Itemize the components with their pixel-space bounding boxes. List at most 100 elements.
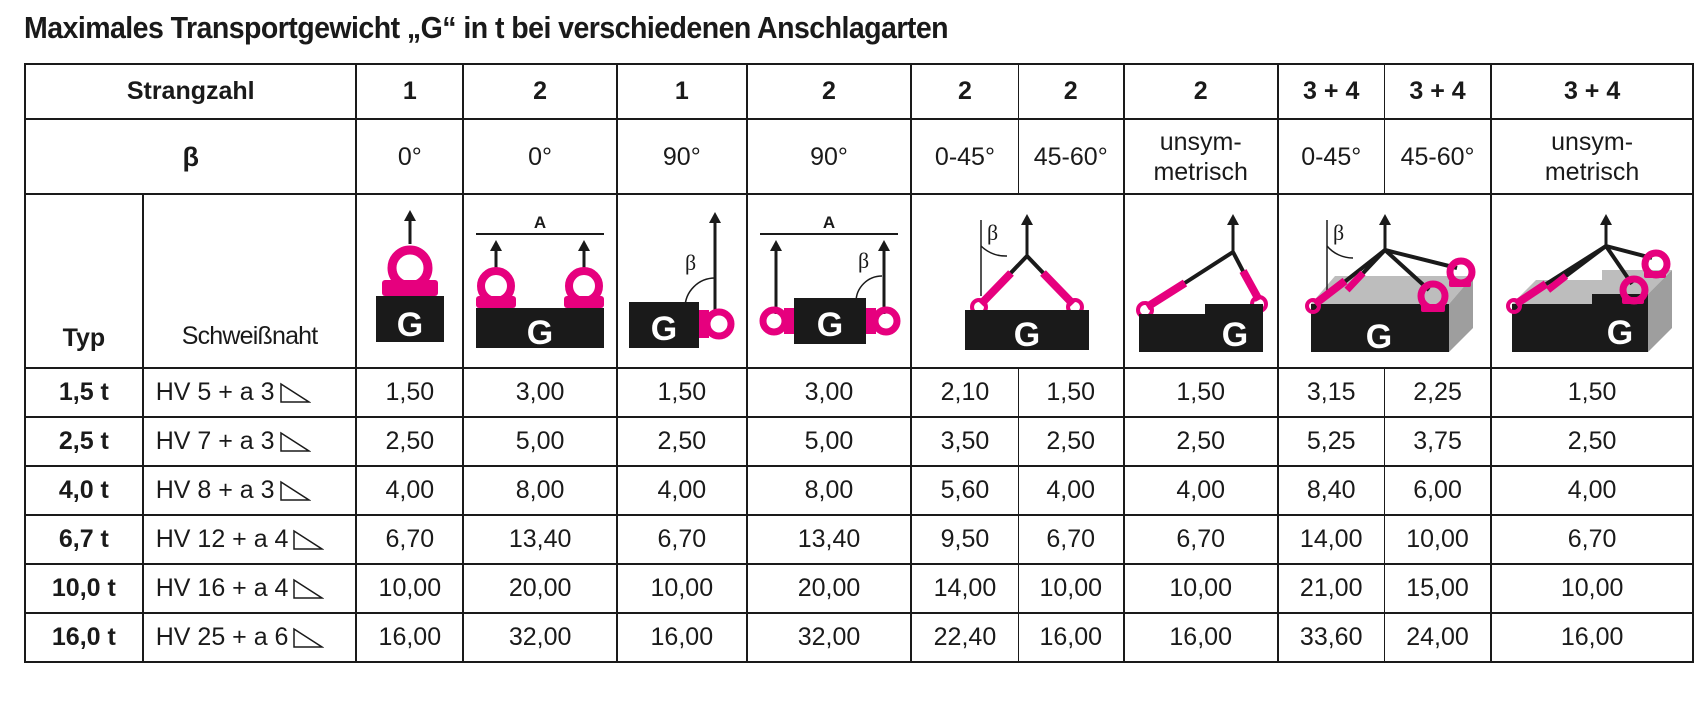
strangzahl-cell: 2 xyxy=(1017,63,1125,120)
double-side-lift-illustration: A β G xyxy=(759,213,901,344)
table-row: 2,5 t HV 7 + a 3 2,50 5,00 2,50 5,00 3,50 2,50 2… xyxy=(24,416,1694,467)
table-row: 6,7 t HV 12 + a 4 6,70 13,40 6,70 13,40 9,50 6,… xyxy=(24,514,1694,565)
beta-cell: 45-60° xyxy=(1383,118,1493,195)
value-cell: 16,00 xyxy=(1017,612,1125,663)
weld-cell: HV 7 + a 3 xyxy=(141,416,358,467)
strangzahl-cell: 2 xyxy=(462,63,618,120)
value-cell: 6,70 xyxy=(355,514,465,565)
value-cell: 5,00 xyxy=(462,416,618,467)
value-cell: 8,00 xyxy=(462,465,618,516)
value-cell: 16,00 xyxy=(355,612,465,663)
weld-triangle-icon xyxy=(279,481,311,502)
value-cell: 10,00 xyxy=(1383,514,1493,565)
typ-cell: 1,5 t xyxy=(24,367,144,418)
svg-text:β: β xyxy=(685,250,696,275)
strangzahl-cell: 1 xyxy=(615,63,748,120)
illustration-cell: β G xyxy=(1276,193,1493,369)
svg-text:β: β xyxy=(858,248,869,273)
beta-cell: 45-60° xyxy=(1017,118,1125,195)
beta-cell: 0-45° xyxy=(910,118,1019,195)
illustration-cell: G xyxy=(1122,193,1279,369)
value-cell: 2,50 xyxy=(1017,416,1125,467)
weld-triangle-icon xyxy=(279,383,311,404)
typ-cell: 2,5 t xyxy=(24,416,144,467)
weld-triangle-icon xyxy=(293,579,325,600)
value-cell: 13,40 xyxy=(462,514,618,565)
value-cell: 6,70 xyxy=(1490,514,1694,565)
schweissnaht-header: Schweißnaht xyxy=(141,193,358,369)
value-cell: 3,00 xyxy=(745,367,913,418)
value-cell: 13,40 xyxy=(745,514,913,565)
weld-cell: HV 25 + a 6 xyxy=(141,612,358,663)
value-cell: 8,40 xyxy=(1276,465,1385,516)
value-cell: 33,60 xyxy=(1276,612,1385,663)
strangzahl-row: Strangzahl 1 2 1 2 2 2 2 3 + 4 3 + 4 3 +… xyxy=(23,63,1694,120)
strangzahl-label: Strangzahl xyxy=(23,63,358,120)
typ-cell: 10,0 t xyxy=(24,563,144,614)
value-cell: 10,00 xyxy=(1490,563,1694,614)
multi-leg-unsymmetric-lift-illustration: G xyxy=(1506,214,1673,352)
illustration-row: Typ Schweißnaht G A xyxy=(24,193,1694,369)
value-cell: 16,00 xyxy=(1490,612,1694,663)
value-cell: 6,70 xyxy=(615,514,748,565)
value-cell: 10,00 xyxy=(1122,563,1279,614)
value-cell: 15,00 xyxy=(1383,563,1493,614)
typ-header: Typ xyxy=(24,193,144,369)
weld-triangle-icon xyxy=(293,530,325,551)
load-table: Strangzahl 1 2 1 2 2 2 2 3 + 4 3 + 4 3 +… xyxy=(23,63,1694,663)
svg-text:G: G xyxy=(1366,318,1392,356)
svg-text:G: G xyxy=(397,306,423,344)
value-cell: 1,50 xyxy=(1017,367,1125,418)
svg-text:G: G xyxy=(817,306,843,344)
strangzahl-cell: 2 xyxy=(910,63,1019,120)
svg-text:β: β xyxy=(987,220,998,245)
two-leg-angled-lift-illustration: β G xyxy=(964,214,1089,354)
single-vertical-lift-illustration: G xyxy=(375,210,444,344)
value-cell: 2,25 xyxy=(1383,367,1493,418)
value-cell: 4,00 xyxy=(1122,465,1279,516)
value-cell: 2,50 xyxy=(1490,416,1694,467)
weld-triangle-icon xyxy=(293,628,325,649)
value-cell: 10,00 xyxy=(615,563,748,614)
table-row: 1,5 t HV 5 + a 3 1,50 3,00 1,50 3,00 2,10 1,50 1… xyxy=(24,367,1694,418)
multi-leg-angled-lift-illustration: β G xyxy=(1305,214,1476,356)
illustration-cell: β G xyxy=(910,193,1125,369)
value-cell: 32,00 xyxy=(462,612,618,663)
beta-row: β 0° 0° 90° 90° 0-45° 45-60° unsym- metr… xyxy=(23,118,1694,195)
beta-label: β xyxy=(23,118,358,195)
value-cell: 2,50 xyxy=(355,416,465,467)
beta-cell: 0-45° xyxy=(1276,118,1385,195)
value-cell: 22,40 xyxy=(910,612,1019,663)
strangzahl-cell: 2 xyxy=(745,63,913,120)
illustration-cell: G xyxy=(1490,193,1694,369)
value-cell: 24,00 xyxy=(1383,612,1493,663)
value-cell: 1,50 xyxy=(355,367,465,418)
weld-spec: HV 5 + a 3 xyxy=(155,378,275,406)
two-leg-unsymmetric-lift-illustration: G xyxy=(1135,214,1268,354)
illustration-cell: G xyxy=(355,193,465,369)
value-cell: 4,00 xyxy=(615,465,748,516)
weld-spec: HV 25 + a 6 xyxy=(155,623,289,651)
svg-text:β: β xyxy=(1333,220,1344,245)
value-cell: 5,25 xyxy=(1276,416,1385,467)
beta-cell: 0° xyxy=(462,118,618,195)
double-vertical-lift-illustration: A G xyxy=(476,213,605,352)
value-cell: 6,00 xyxy=(1383,465,1493,516)
beta-cell: 90° xyxy=(745,118,913,195)
value-cell: 9,50 xyxy=(910,514,1019,565)
value-cell: 16,00 xyxy=(1122,612,1279,663)
value-cell: 2,10 xyxy=(910,367,1019,418)
value-cell: 20,00 xyxy=(745,563,913,614)
illustration-cell: A β G xyxy=(745,193,913,369)
value-cell: 20,00 xyxy=(462,563,618,614)
weld-cell: HV 16 + a 4 xyxy=(141,563,358,614)
svg-text:G: G xyxy=(1221,316,1247,354)
illustration-cell: A G xyxy=(462,193,618,369)
table-row: 4,0 t HV 8 + a 3 4,00 8,00 4,00 8,00 5,60 4,00 4… xyxy=(24,465,1694,516)
value-cell: 1,50 xyxy=(1122,367,1279,418)
value-cell: 5,60 xyxy=(910,465,1019,516)
strangzahl-cell: 1 xyxy=(355,63,465,120)
svg-text:G: G xyxy=(651,310,677,348)
value-cell: 1,50 xyxy=(615,367,748,418)
svg-text:G: G xyxy=(1607,314,1633,352)
